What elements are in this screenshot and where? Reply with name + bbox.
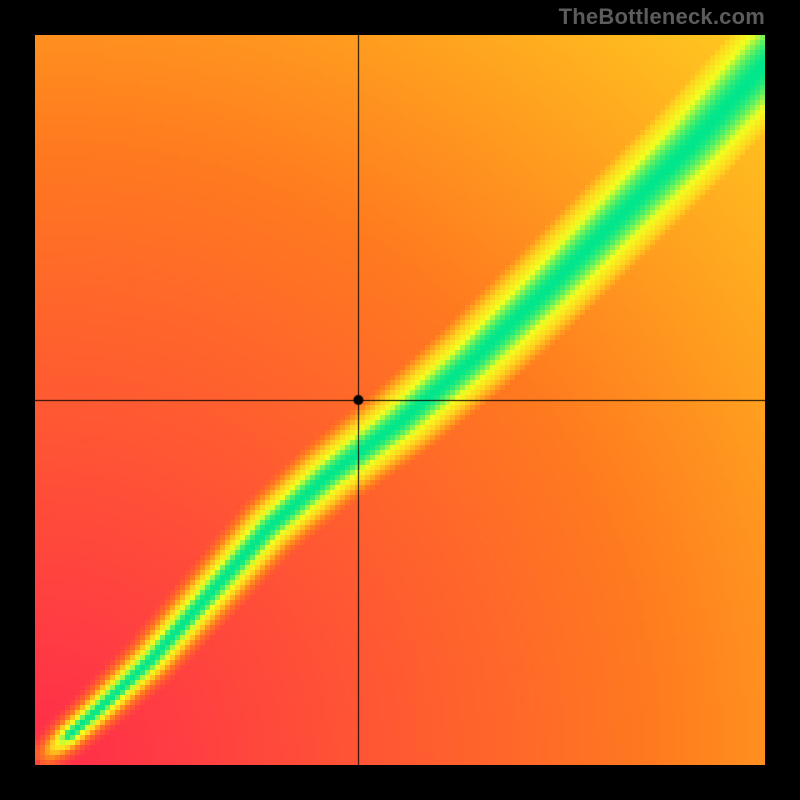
crosshair-overlay	[35, 35, 765, 765]
frame: TheBottleneck.com	[0, 0, 800, 800]
watermark-text: TheBottleneck.com	[559, 4, 765, 30]
